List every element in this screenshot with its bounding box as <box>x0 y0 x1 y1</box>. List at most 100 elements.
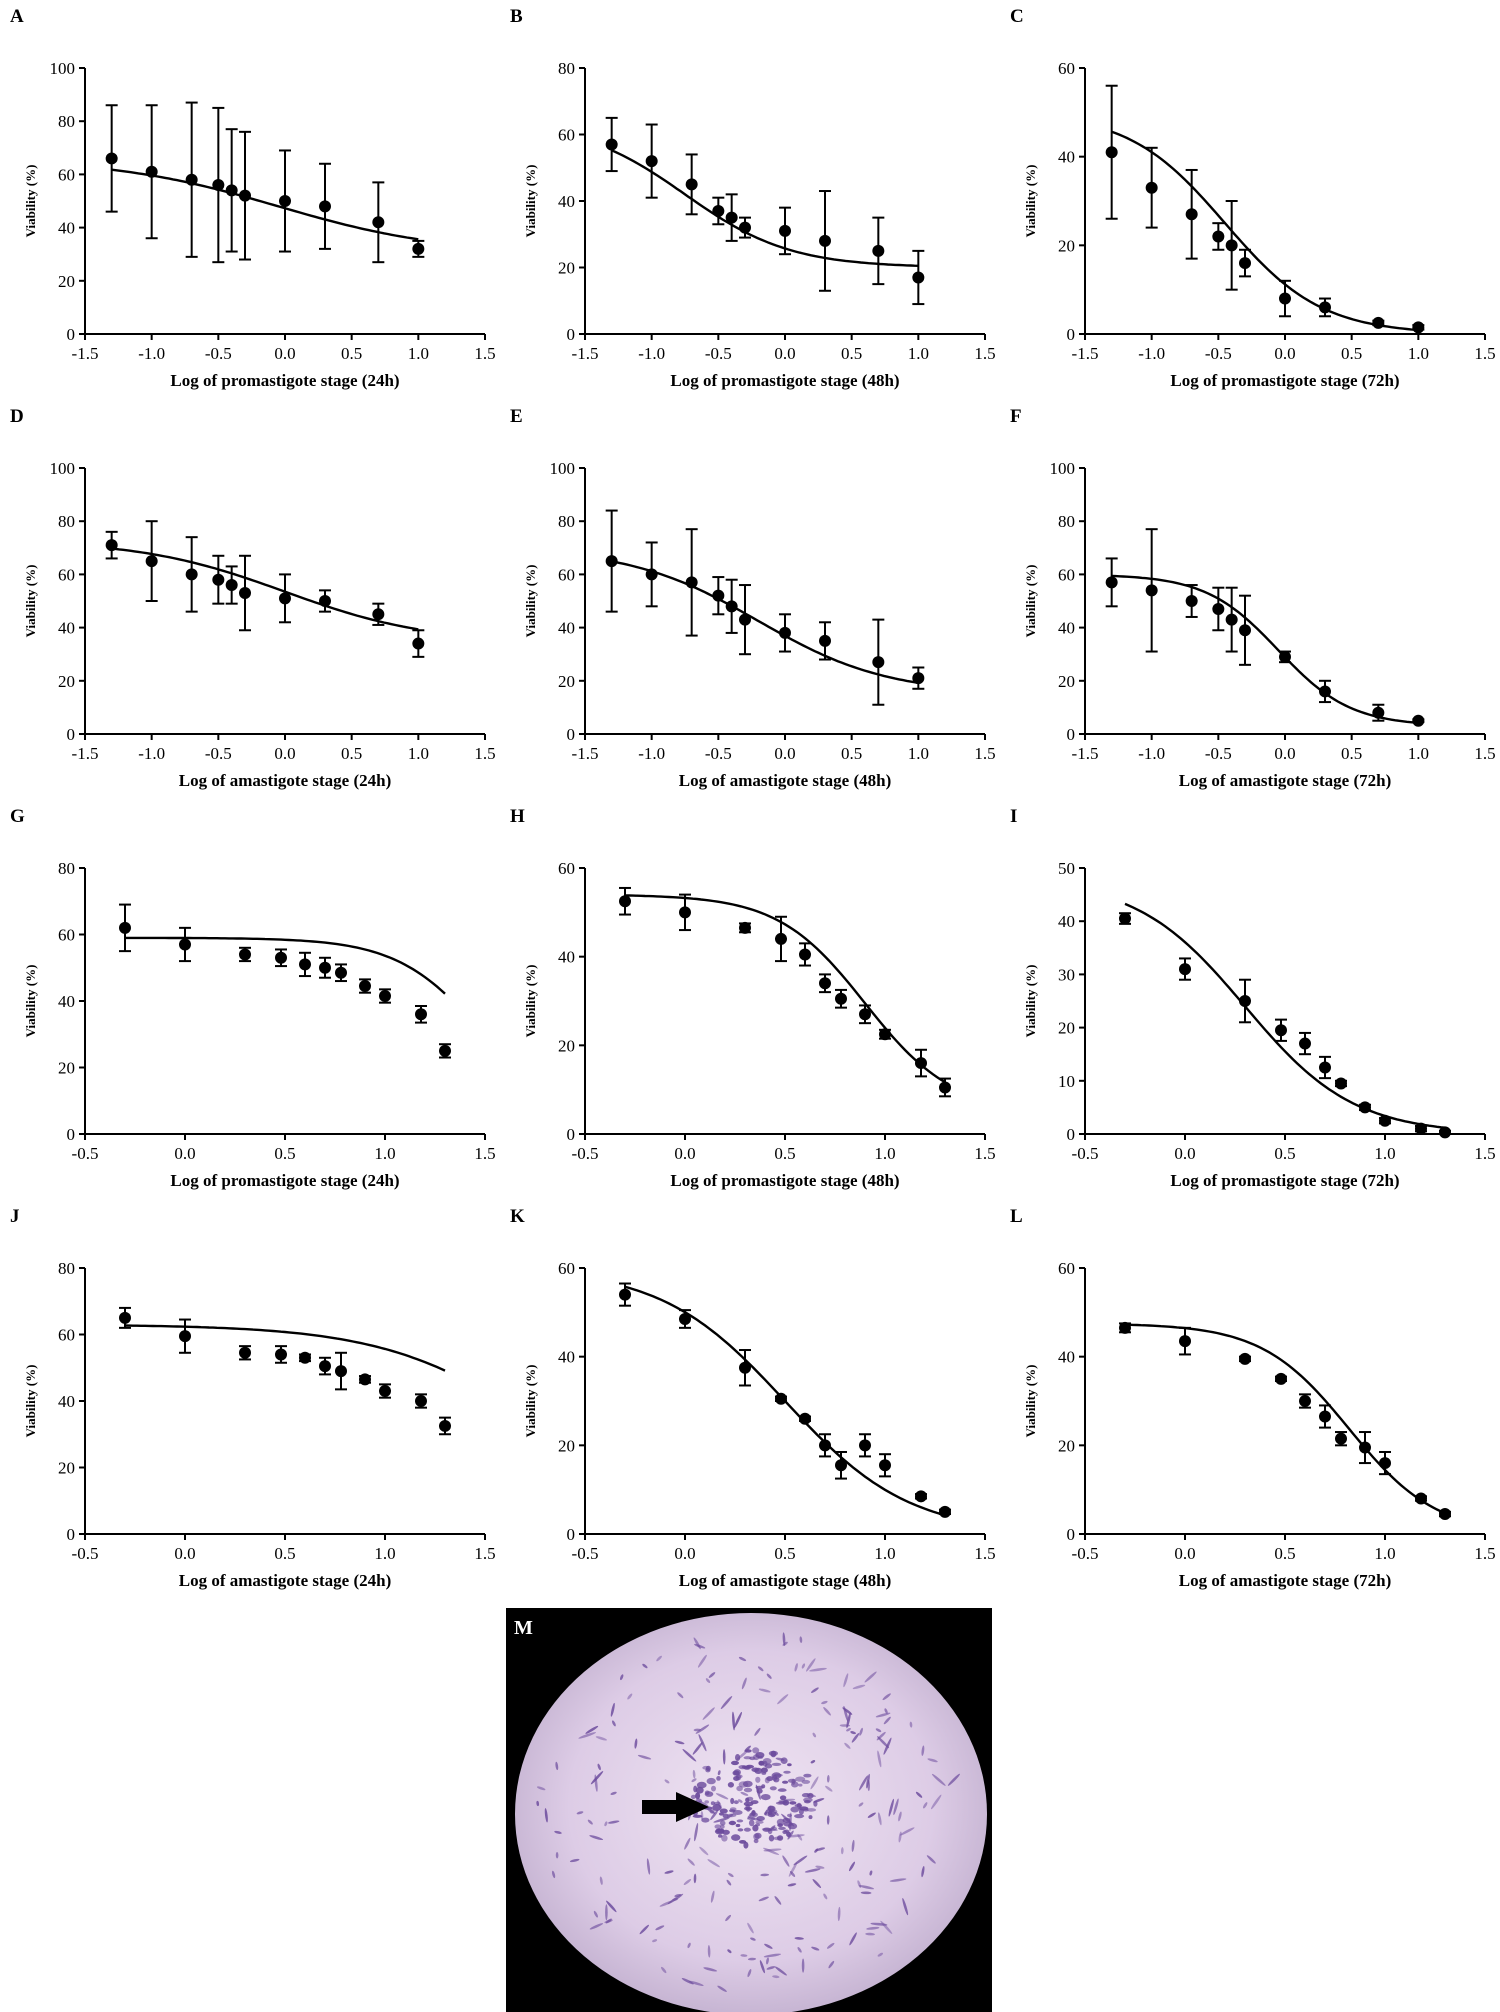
data-point <box>179 1330 191 1343</box>
stained-cells <box>536 1632 960 1992</box>
amastigote <box>712 1804 722 1811</box>
amastigote <box>754 1832 762 1839</box>
cell <box>787 1883 797 1887</box>
cell <box>825 1785 833 1792</box>
data-point <box>319 595 331 607</box>
cell <box>740 1954 748 1957</box>
y-tick-label: 20 <box>558 259 575 278</box>
cell <box>691 1778 697 1783</box>
cell <box>766 1957 769 1965</box>
cell <box>884 1708 888 1714</box>
amastigote <box>729 1807 737 1811</box>
cell <box>585 1725 599 1734</box>
cell <box>705 1678 711 1684</box>
cell <box>909 1721 913 1728</box>
data-point <box>1212 230 1225 243</box>
amastigote <box>752 1824 759 1832</box>
y-tick-label: 20 <box>58 1059 75 1078</box>
cell <box>842 1707 853 1715</box>
data-point <box>299 958 311 971</box>
cell <box>681 1978 694 1985</box>
y-tick-label: 40 <box>1058 1348 1075 1367</box>
amastigote <box>726 1813 737 1818</box>
x-tick-label: 1.0 <box>908 744 929 763</box>
y-tick-label: 20 <box>1058 236 1075 255</box>
x-tick-label: 0.0 <box>674 1144 695 1163</box>
x-axis-title: Log of amastigote stage (72h) <box>1179 1571 1391 1590</box>
data-point <box>275 951 287 964</box>
x-tick-label: 1.5 <box>474 1544 495 1563</box>
amastigote <box>768 1834 775 1842</box>
fit-curve <box>1111 574 1419 725</box>
microscope-field <box>515 1613 987 2012</box>
cell <box>812 1878 822 1889</box>
data-point <box>335 966 347 979</box>
data-point <box>915 1057 927 1070</box>
x-tick-label: -0.5 <box>705 744 732 763</box>
data-point <box>1359 1441 1371 1454</box>
amastigote <box>790 1806 800 1813</box>
cell <box>858 1802 864 1807</box>
cell <box>864 1671 877 1683</box>
cell <box>708 1672 716 1678</box>
cell <box>758 1896 769 1902</box>
y-tick-label: 40 <box>1058 148 1075 167</box>
amastigote <box>736 1819 744 1823</box>
data-point <box>279 592 291 605</box>
x-axis-title: Log of promastigote stage (48h) <box>670 371 899 390</box>
data-point <box>1239 624 1251 637</box>
fit-curve <box>111 168 419 241</box>
y-tick-label: 0 <box>67 1125 76 1144</box>
x-tick-label: -1.0 <box>638 744 665 763</box>
x-tick-label: 1.5 <box>1474 1144 1495 1163</box>
cell <box>688 1980 704 1986</box>
data-point <box>1119 912 1131 925</box>
cell <box>569 1858 580 1863</box>
data-point <box>912 672 925 685</box>
x-tick-label: 0.5 <box>341 744 362 763</box>
x-tick-label: -1.0 <box>138 744 165 763</box>
y-tick-label: 0 <box>67 1525 76 1544</box>
amastigote <box>760 1794 771 1801</box>
cell <box>604 1821 608 1827</box>
amastigote <box>742 1780 753 1788</box>
amastigote <box>762 1827 772 1832</box>
cell <box>734 1711 742 1729</box>
cell <box>788 1862 798 1877</box>
cell <box>826 1942 835 1949</box>
amastigote <box>748 1819 755 1827</box>
amastigote <box>743 1765 750 1770</box>
amastigote-cluster <box>690 1747 818 1849</box>
cell <box>656 1655 662 1662</box>
cell <box>840 1847 844 1855</box>
panel-letter-m: M <box>514 1617 533 1639</box>
cell <box>859 1727 863 1736</box>
cell <box>782 1641 788 1646</box>
y-axis-title: Viability (%) <box>523 565 538 638</box>
y-tick-label: 60 <box>558 126 575 145</box>
data-point <box>835 992 847 1005</box>
amastigote <box>714 1824 722 1829</box>
x-axis-title: Log of promastigote stage (72h) <box>1170 371 1399 390</box>
x-tick-label: -1.5 <box>72 344 99 363</box>
data-point <box>779 224 791 237</box>
cell <box>710 1890 715 1903</box>
y-tick-label: 60 <box>558 859 575 878</box>
amastigote <box>719 1808 728 1814</box>
x-tick-label: -0.5 <box>1072 1144 1099 1163</box>
data-point <box>1335 1432 1347 1445</box>
fit-curve <box>124 1324 446 1372</box>
amastigote <box>733 1800 739 1805</box>
amastigote <box>735 1823 741 1828</box>
cell <box>787 1834 805 1838</box>
cell <box>810 1760 816 1764</box>
cell <box>703 1967 718 1972</box>
cell <box>878 1812 882 1826</box>
cell <box>717 1770 721 1776</box>
cell <box>889 1878 907 1882</box>
data-point <box>872 244 885 257</box>
data-point <box>685 576 698 589</box>
cell <box>850 1731 856 1735</box>
cell <box>870 1922 888 1926</box>
amastigote <box>701 1817 710 1823</box>
